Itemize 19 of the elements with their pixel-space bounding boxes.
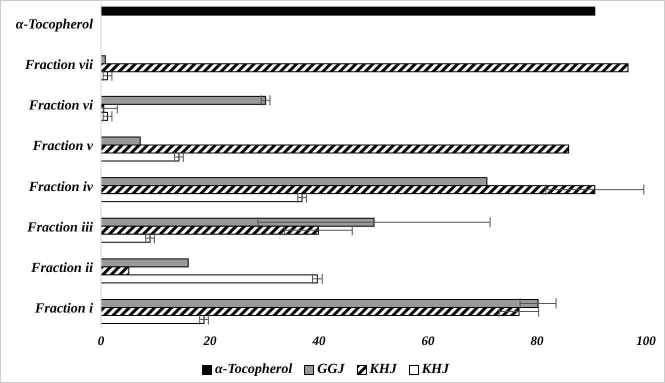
y-tick-label: Fraction iii bbox=[26, 220, 94, 236]
x-tick-label: 80 bbox=[530, 333, 544, 348]
x-tick-label: 60 bbox=[422, 333, 435, 348]
x-tick-label: 20 bbox=[202, 333, 217, 348]
y-tick-label: Fraction vi bbox=[28, 98, 94, 114]
bar bbox=[101, 6, 596, 16]
legend-label: α-Tocopherol bbox=[215, 362, 292, 378]
x-tick-label: 40 bbox=[312, 333, 326, 348]
x-tick-label: 100 bbox=[636, 333, 656, 348]
y-tick-label: Fraction v bbox=[32, 139, 94, 154]
y-tick-label: Fraction iv bbox=[28, 180, 94, 195]
legend-label: GGJ bbox=[317, 362, 344, 378]
y-tick-label: Fraction i bbox=[34, 302, 94, 317]
y-tick-label: Fraction ii bbox=[30, 261, 94, 276]
y-tick-label: α-Tocopherol bbox=[16, 17, 94, 32]
legend-label: KHJ bbox=[422, 362, 449, 378]
y-tick-label: Fraction vii bbox=[24, 58, 94, 73]
x-tick-label: 0 bbox=[98, 333, 105, 348]
legend-label: KHJ bbox=[370, 362, 397, 378]
